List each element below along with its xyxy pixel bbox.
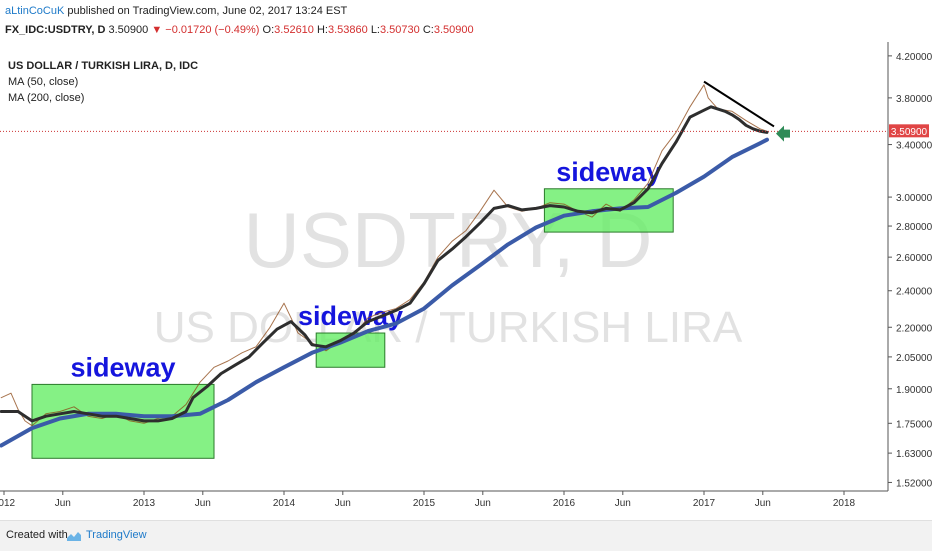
published-text: published on TradingView.com, June 02, 2…: [67, 5, 348, 17]
x-tick-label: 2018: [833, 498, 856, 509]
x-axis[interactable]: 2012 Jun 2013 Jun 2014 Jun 2015 Jun 2016 Jun 2017 J…: [0, 491, 856, 509]
sideway-label: sideway: [70, 352, 175, 382]
x-tick-label: Jun: [475, 498, 491, 509]
close-value: 3.50900: [433, 24, 474, 36]
publication-line: aLtinCoCuK published on TradingView.com,…: [5, 5, 347, 17]
drawing-overlays: [0, 80, 888, 142]
author-link[interactable]: aLtinCoCuK: [5, 5, 65, 17]
price-tag-label: 3.50900: [891, 127, 928, 138]
x-tick-label: Jun: [195, 498, 211, 509]
x-tick-label: Jun: [615, 498, 631, 509]
symbol-label: FX_IDC:USDTRY, D: [5, 24, 106, 36]
y-tick-label: 1.90000: [896, 385, 932, 396]
legend-title: US DOLLAR / TURKISH LIRA, D, IDC: [8, 60, 198, 72]
publication-header: aLtinCoCuK published on TradingView.com,…: [0, 0, 932, 40]
x-tick-label: Jun: [55, 498, 71, 509]
legend-ma200: MA (200, close): [8, 92, 84, 104]
price-change: −0.01720 (−0.49%): [165, 24, 260, 36]
down-arrow-icon: ▼: [151, 24, 163, 36]
y-tick-label: 3.00000: [896, 193, 932, 204]
x-tick-label: Jun: [755, 498, 771, 509]
last-price: 3.50900: [108, 24, 149, 36]
x-tick-label: 2016: [553, 498, 576, 509]
chart-area[interactable]: USDTRY, D US DOLLAR / TURKISH LIRA sidew…: [0, 42, 932, 520]
footer: Created with TradingView: [0, 520, 932, 551]
low-value: 3.50730: [380, 24, 420, 36]
created-with-label: Created with: [6, 529, 68, 541]
high-label: H:: [316, 24, 328, 36]
sideway-label: sideway: [556, 157, 661, 187]
y-tick-label: 3.80000: [896, 94, 932, 105]
y-axis[interactable]: 4.20000 3.80000 3.40000 3.00000 2.80000 2.600…: [888, 52, 932, 490]
ma50-line: [0, 105, 769, 423]
y-tick-label: 2.40000: [896, 287, 932, 298]
open-value: 3.52610: [274, 24, 314, 36]
series-lines: [0, 84, 769, 448]
y-tick-label: 2.80000: [896, 222, 932, 233]
x-tick-label: 2012: [0, 498, 16, 509]
open-label: O:: [262, 24, 275, 36]
legend-ma50: MA (50, close): [8, 76, 78, 88]
sideway-box: [31, 383, 215, 459]
low-label: L:: [370, 24, 380, 36]
watermark-name: US DOLLAR / TURKISH LIRA: [154, 303, 743, 352]
sideway-box: [543, 188, 674, 233]
quote-line: FX_IDC:USDTRY, D 3.50900 ▼ −0.01720 (−0.…: [5, 24, 474, 36]
y-tick-label: 2.20000: [896, 323, 932, 334]
x-tick-label: 2014: [273, 498, 296, 509]
y-tick-label: 3.40000: [896, 141, 932, 152]
x-tick-label: Jun: [335, 498, 351, 509]
chart-legend: US DOLLAR / TURKISH LIRA, D, IDC MA (50,…: [8, 60, 198, 104]
y-tick-label: 2.05000: [896, 353, 932, 364]
price-chart[interactable]: USDTRY, D US DOLLAR / TURKISH LIRA sidew…: [0, 42, 932, 520]
trendline: [703, 80, 775, 128]
tradingview-logo-icon[interactable]: [66, 529, 82, 543]
tradingview-link[interactable]: TradingView: [86, 529, 147, 541]
ma200-line: [0, 137, 769, 448]
y-tick-label: 2.60000: [896, 253, 932, 264]
x-tick-label: 2017: [693, 498, 716, 509]
price-tag-bg: [889, 124, 929, 138]
high-value: 3.53860: [327, 24, 368, 36]
close-label: C:: [422, 24, 434, 36]
left-arrow-icon: [776, 125, 790, 142]
y-tick-label: 1.75000: [896, 419, 932, 430]
y-tick-label: 1.63000: [896, 449, 932, 460]
y-tick-label: 1.52000: [896, 478, 932, 489]
x-tick-label: 2015: [413, 498, 436, 509]
y-tick-label: 4.20000: [896, 52, 932, 63]
last-price-tag: 3.50900: [889, 124, 929, 138]
x-tick-label: 2013: [133, 498, 156, 509]
